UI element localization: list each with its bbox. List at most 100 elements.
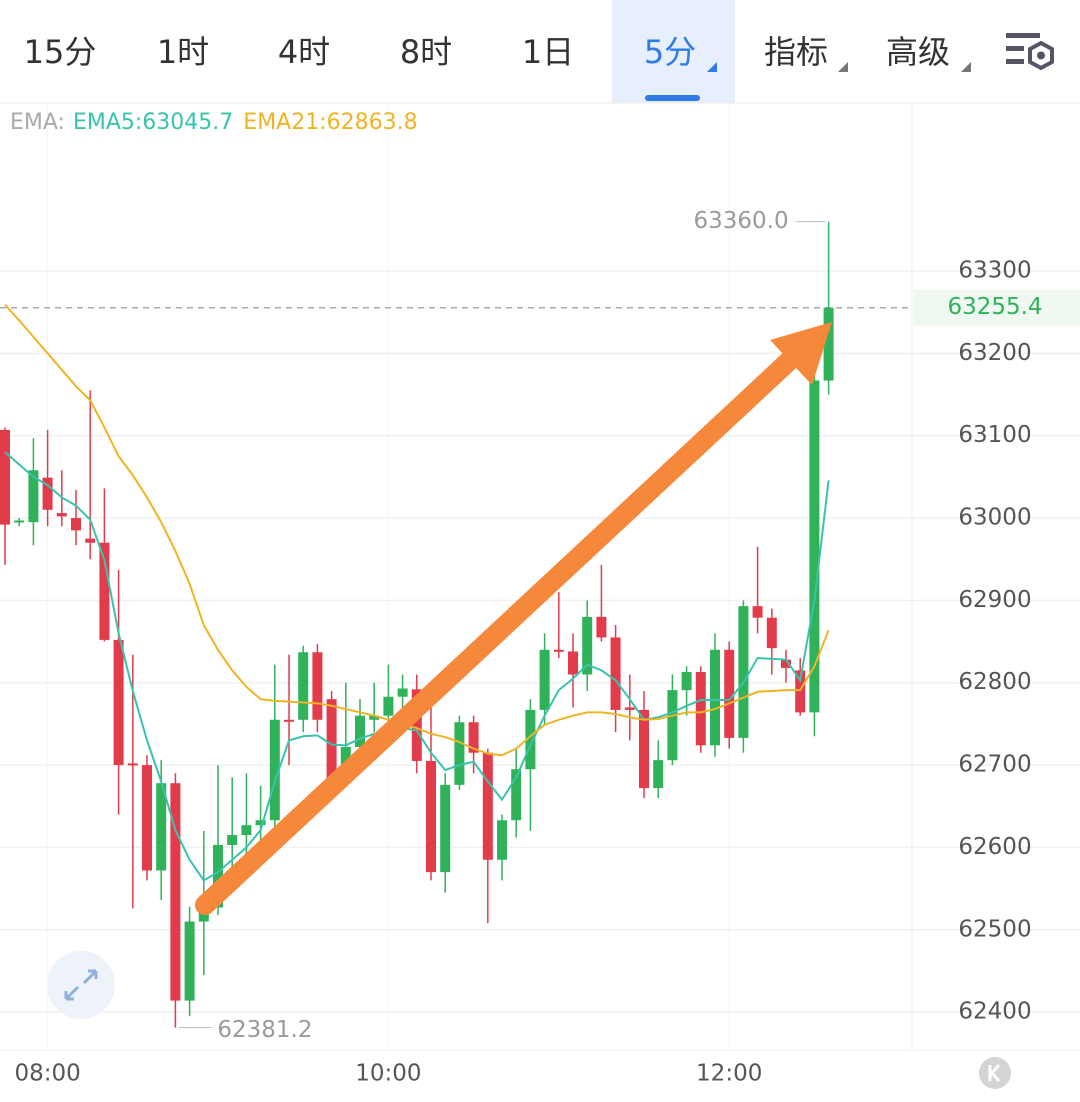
tab[interactable]: 1时 (157, 33, 209, 71)
candle-body (42, 477, 53, 510)
last-price-tag (914, 289, 1080, 326)
candle-body (383, 696, 394, 716)
candle-body (28, 470, 39, 523)
candle-body (724, 649, 735, 738)
candle-body (525, 709, 536, 770)
candle-body (142, 765, 152, 871)
candle-body (213, 844, 223, 908)
candle-body (695, 672, 706, 746)
candle-body (99, 542, 110, 640)
x-tick-label: 12:00 (696, 1061, 762, 1087)
expand-button[interactable] (47, 951, 115, 1019)
candle-body (795, 670, 806, 713)
candle-body (624, 707, 635, 710)
ema-line (4, 304, 830, 757)
candle-body (482, 752, 493, 860)
active-tab-underline (645, 95, 700, 101)
dropdown-caret (961, 62, 971, 72)
legend-entry: EMA5:63045.7 (73, 110, 233, 135)
legend-entry: EMA21:62863.8 (243, 110, 417, 135)
y-tick-label: 62400 (958, 999, 1031, 1025)
candle-body (440, 784, 451, 873)
candle-body (610, 637, 621, 710)
high-annotation: 63360.0 (693, 208, 788, 234)
tab-bar (0, 0, 1080, 103)
trend-arrow (195, 322, 832, 915)
x-tick-label: 10:00 (355, 1061, 421, 1087)
candle-body (355, 715, 365, 747)
indicator-label: EMA: (10, 110, 65, 135)
settings-icon[interactable] (1006, 33, 1054, 71)
y-tick-label: 62500 (958, 916, 1031, 942)
candle-body (539, 649, 550, 710)
candle-body (596, 616, 607, 638)
candle-body (468, 722, 479, 753)
candle-body (497, 820, 507, 860)
scroll-to-latest-button[interactable] (979, 1057, 1011, 1089)
y-tick-label: 63000 (958, 505, 1031, 531)
candle-body (823, 307, 834, 381)
y-tick-label: 62600 (958, 834, 1031, 860)
candle-body (582, 616, 593, 675)
candle-body (284, 719, 294, 722)
candle-body (156, 783, 167, 871)
candle-body (255, 820, 266, 826)
tab[interactable]: 1日 (522, 33, 574, 71)
tab[interactable]: 15分 (24, 33, 97, 71)
candle-body (738, 606, 749, 738)
candle-body (340, 746, 351, 766)
dropdown-caret (707, 62, 717, 72)
y-tick-label: 62700 (958, 752, 1031, 778)
low-annotation: 62381.2 (217, 1017, 312, 1043)
candle-body (369, 715, 380, 720)
candle-body (326, 699, 337, 785)
candle-body (56, 513, 67, 517)
candle-body (113, 639, 124, 766)
y-tick-label: 63100 (958, 422, 1031, 448)
candle-body (781, 659, 791, 668)
last-price-label: 63255.4 (947, 294, 1042, 320)
tab[interactable]: 指标 (764, 33, 828, 71)
candle-body (766, 617, 777, 649)
candle-body (14, 520, 25, 523)
candle-body (809, 380, 820, 713)
candle-body (71, 518, 81, 531)
candle-body (710, 649, 720, 746)
candle-body (397, 688, 408, 697)
candle-body (312, 652, 323, 720)
dropdown-caret (838, 62, 848, 72)
candle-body (411, 689, 422, 761)
ema-line (4, 451, 830, 882)
candle-body (681, 672, 692, 691)
tab[interactable]: 8时 (400, 33, 452, 71)
candle-body (454, 722, 465, 785)
candle-body (568, 651, 578, 675)
candle-body (184, 921, 195, 1001)
tab[interactable]: 高级 (886, 33, 950, 71)
y-tick-label: 62900 (958, 587, 1031, 613)
x-tick-label: 08:00 (14, 1061, 80, 1087)
candle-body (269, 719, 280, 821)
candle-body (667, 690, 678, 761)
candle-body (241, 825, 252, 836)
tab[interactable]: 5分 (644, 33, 696, 71)
candle-body (170, 783, 181, 1001)
candle-body (511, 769, 522, 821)
candle-body (0, 429, 10, 525)
y-tick-label: 62800 (958, 669, 1031, 695)
candle-body (639, 709, 649, 789)
y-tick-label: 63300 (958, 257, 1031, 283)
candle-body (553, 649, 564, 652)
active-tab-bg (612, 0, 735, 103)
candle-body (127, 763, 138, 766)
candle-body (298, 652, 309, 720)
candle-body (227, 835, 238, 845)
candle-body (85, 538, 96, 543)
candle-body (653, 760, 664, 789)
y-tick-label: 63200 (958, 340, 1031, 366)
tab[interactable]: 4时 (278, 33, 330, 71)
indicator-legend: EMA: EMA5:63045.7 EMA21:62863.8 (10, 110, 418, 135)
candle-body (426, 760, 436, 873)
candle-body (752, 606, 763, 618)
